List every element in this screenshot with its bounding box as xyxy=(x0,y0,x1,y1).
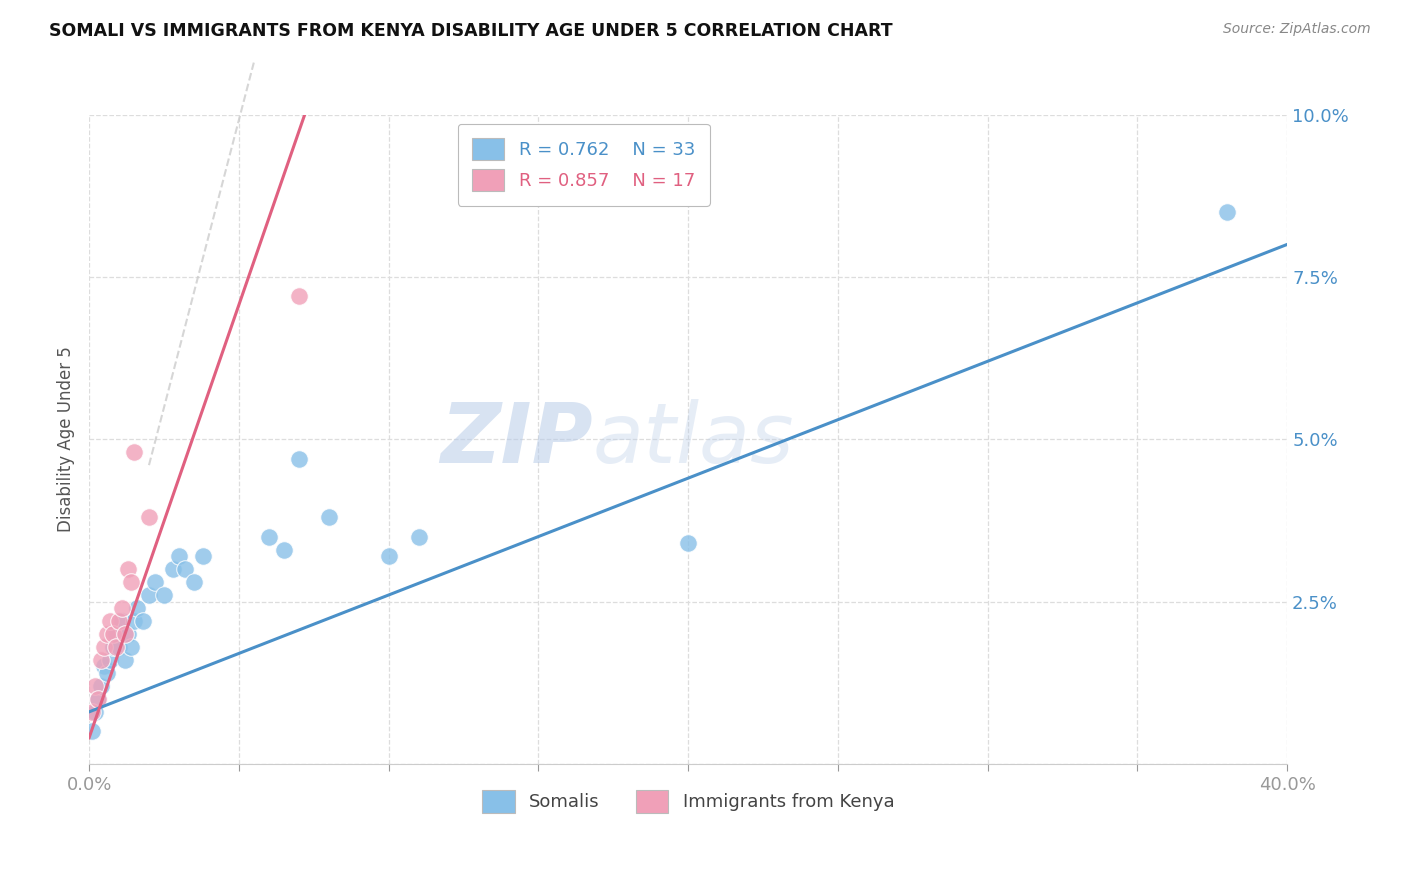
Point xyxy=(318,510,340,524)
Point xyxy=(90,679,112,693)
Point xyxy=(377,549,399,563)
Point xyxy=(111,601,134,615)
Point xyxy=(80,724,103,739)
Text: Source: ZipAtlas.com: Source: ZipAtlas.com xyxy=(1223,22,1371,37)
Point xyxy=(174,562,197,576)
Point xyxy=(120,640,142,654)
Text: ZIP: ZIP xyxy=(440,399,592,480)
Legend: Somalis, Immigrants from Kenya: Somalis, Immigrants from Kenya xyxy=(475,783,901,820)
Point xyxy=(138,588,160,602)
Point xyxy=(80,705,103,719)
Point xyxy=(84,679,107,693)
Point xyxy=(108,614,131,628)
Point xyxy=(105,640,128,654)
Point xyxy=(87,692,110,706)
Point xyxy=(162,562,184,576)
Point xyxy=(93,659,115,673)
Point xyxy=(101,627,124,641)
Point xyxy=(143,574,166,589)
Point xyxy=(114,653,136,667)
Point xyxy=(87,692,110,706)
Point xyxy=(105,627,128,641)
Point xyxy=(125,601,148,615)
Point xyxy=(191,549,214,563)
Point xyxy=(120,574,142,589)
Point xyxy=(1216,205,1239,219)
Point xyxy=(287,289,309,303)
Point xyxy=(96,665,118,680)
Point xyxy=(90,653,112,667)
Point xyxy=(84,705,107,719)
Point xyxy=(98,614,121,628)
Point xyxy=(117,627,139,641)
Point xyxy=(287,451,309,466)
Point xyxy=(138,510,160,524)
Point xyxy=(93,640,115,654)
Point xyxy=(676,536,699,550)
Point xyxy=(111,614,134,628)
Point xyxy=(98,653,121,667)
Point xyxy=(114,627,136,641)
Point xyxy=(122,614,145,628)
Point xyxy=(273,542,295,557)
Point xyxy=(167,549,190,563)
Point xyxy=(108,640,131,654)
Point xyxy=(183,574,205,589)
Point xyxy=(117,562,139,576)
Point xyxy=(122,445,145,459)
Point xyxy=(101,640,124,654)
Text: SOMALI VS IMMIGRANTS FROM KENYA DISABILITY AGE UNDER 5 CORRELATION CHART: SOMALI VS IMMIGRANTS FROM KENYA DISABILI… xyxy=(49,22,893,40)
Point xyxy=(96,627,118,641)
Point xyxy=(132,614,155,628)
Point xyxy=(153,588,176,602)
Text: atlas: atlas xyxy=(592,399,794,480)
Point xyxy=(257,530,280,544)
Point xyxy=(408,530,430,544)
Y-axis label: Disability Age Under 5: Disability Age Under 5 xyxy=(58,346,75,533)
